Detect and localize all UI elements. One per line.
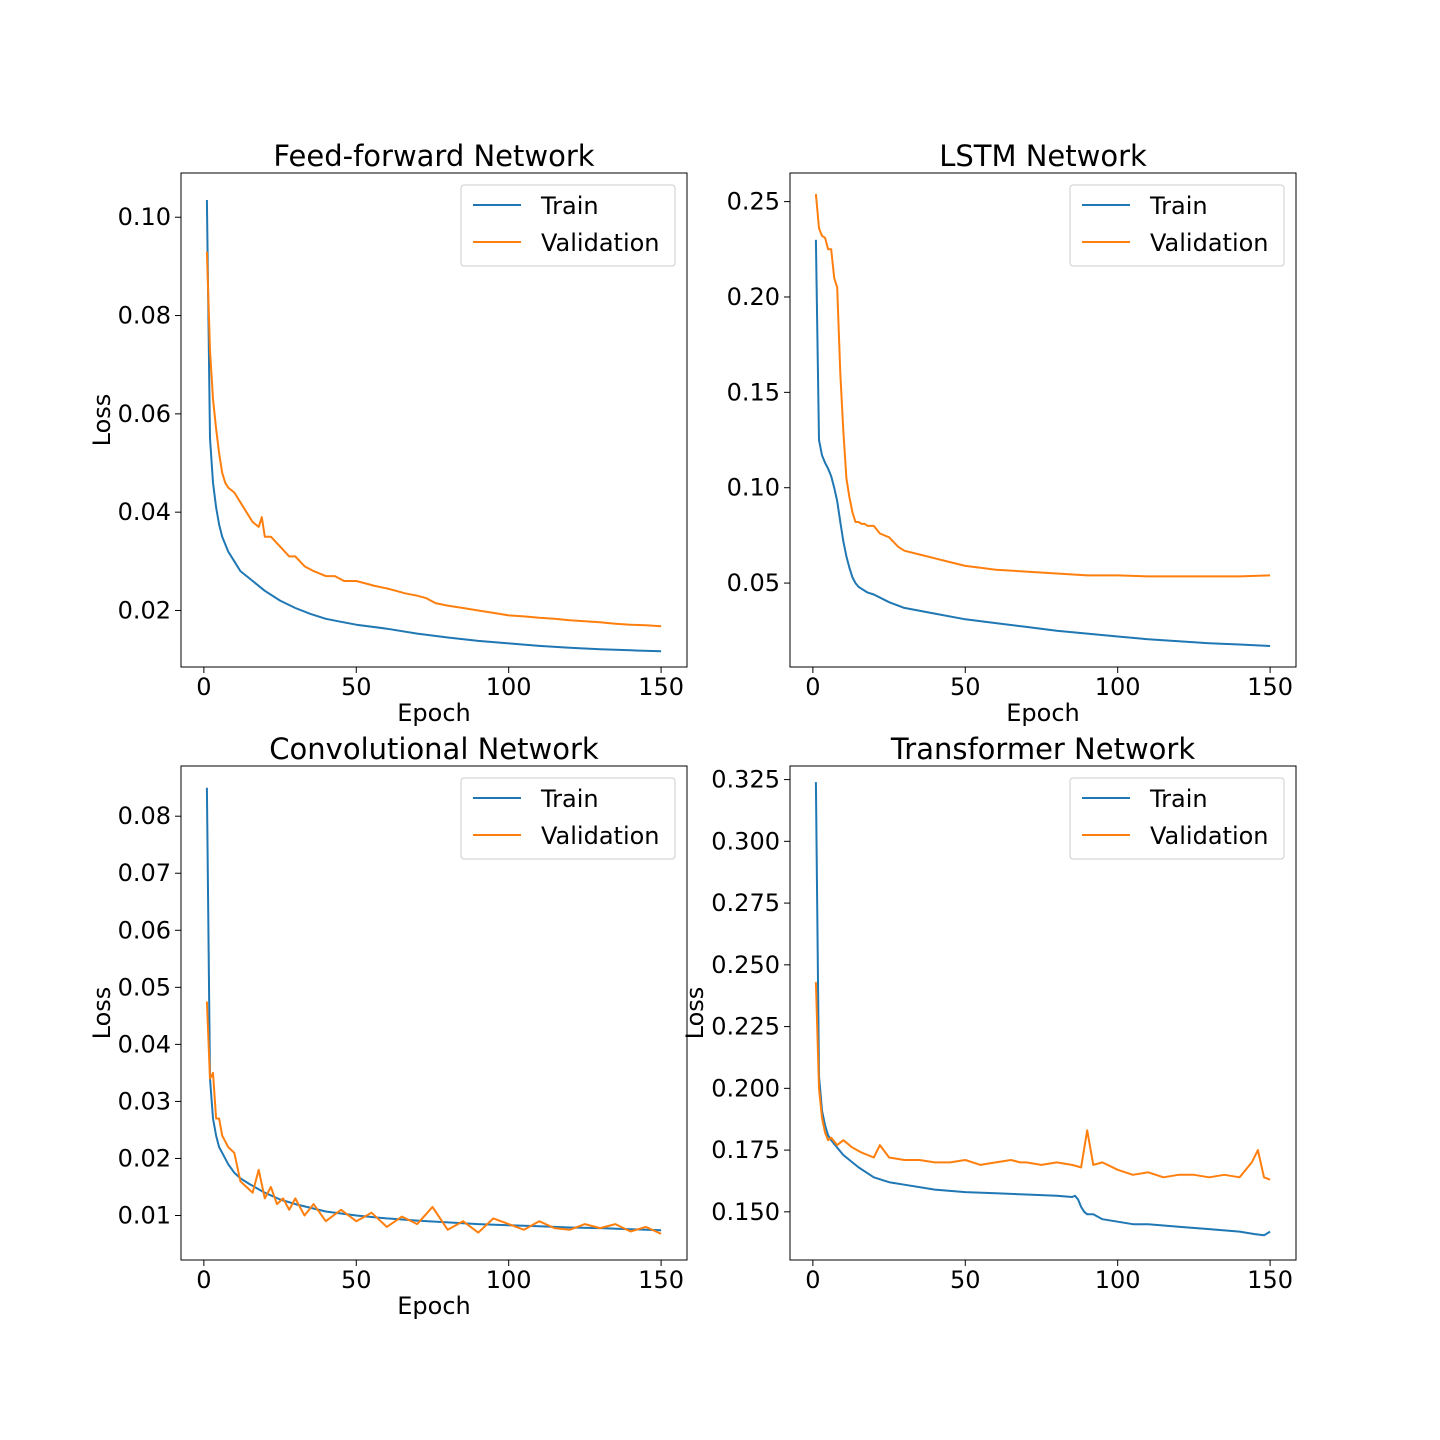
series-line-validation [205,251,662,628]
y-tick-label: 0.02 [118,596,171,624]
subplot-4: 0 50 100 150 0.150 0.175 0.200 0.225 0.250 0.275 0… [681,732,1297,1294]
legend-label: Train [1149,192,1208,220]
subplot-3: 0 50 100 150 0.01 0.02 0.03 0.04 0.05 0.06 0.07 0.0… [88,732,688,1320]
series-line-train [814,239,1271,647]
series-line-train [205,787,662,1232]
series-line-train [205,199,662,653]
subplot-title: Feed-forward Network [273,139,594,173]
y-tick-label: 0.08 [118,802,171,830]
x-tick-label: 0 [196,673,211,701]
y-axis-label: Loss [88,394,116,447]
y-tick-label: 0.06 [118,916,171,944]
y-tick-label: 0.05 [727,569,780,597]
series-line-validation [205,1001,662,1235]
y-tick-label: 0.01 [118,1202,171,1230]
x-tick-label: 150 [1247,1266,1293,1294]
x-tick-label: 150 [638,1266,684,1294]
y-tick-label: 0.15 [727,378,780,406]
x-tick-label: 50 [341,1266,372,1294]
y-tick-label: 0.08 [118,302,171,330]
y-axis-label: Loss [681,987,709,1040]
x-tick-label: 50 [950,673,981,701]
legend: Train Validation [1069,777,1285,860]
axes-frame [789,765,1297,1261]
axes-frame [180,765,688,1261]
legend-label: Validation [1150,822,1269,850]
series-line-validation [814,193,1271,578]
legend-label: Train [540,192,599,220]
legend-label: Train [540,785,599,813]
subplot-2: 0 50 100 150 0.05 0.10 0.15 0.20 0.25 LSTM Networ… [727,139,1297,727]
series-line-train [814,782,1271,1237]
x-tick-label: 100 [486,1266,532,1294]
y-tick-label: 0.225 [711,1013,780,1041]
y-tick-label: 0.04 [118,1030,171,1058]
y-tick-label: 0.325 [711,766,780,794]
axes-frame [180,172,688,668]
x-axis-label: Epoch [397,699,471,727]
y-tick-label: 0.300 [711,827,780,855]
x-tick-label: 0 [805,1266,820,1294]
y-tick-label: 0.200 [711,1074,780,1102]
x-tick-label: 150 [638,673,684,701]
x-axis-label: Epoch [1006,699,1080,727]
legend: Train Validation [1069,184,1285,267]
subplot-1: 0 50 100 150 0.02 0.04 0.06 0.08 0.10 Feed-forwar… [88,139,688,727]
subplot-title: Transformer Network [890,732,1196,766]
y-tick-label: 0.06 [118,400,171,428]
legend: Train Validation [460,184,676,267]
y-tick-label: 0.02 [118,1144,171,1172]
legend-label: Validation [541,229,660,257]
y-tick-label: 0.10 [118,203,171,231]
x-tick-label: 100 [486,673,532,701]
y-tick-label: 0.10 [727,474,780,502]
legend-label: Validation [1150,229,1269,257]
legend-label: Validation [541,822,660,850]
subplot-title: Convolutional Network [269,732,599,766]
legend: Train Validation [460,777,676,860]
x-tick-label: 150 [1247,673,1293,701]
y-tick-label: 0.25 [727,188,780,216]
x-tick-label: 50 [950,1266,981,1294]
y-tick-label: 0.20 [727,283,780,311]
y-tick-label: 0.05 [118,973,171,1001]
y-tick-label: 0.03 [118,1087,171,1115]
y-tick-label: 0.07 [118,859,171,887]
series-line-validation [814,982,1271,1181]
y-tick-label: 0.250 [711,951,780,979]
legend-label: Train [1149,785,1208,813]
x-axis-label: Epoch [397,1292,471,1320]
x-tick-label: 50 [341,673,372,701]
y-tick-label: 0.04 [118,498,171,526]
x-tick-label: 100 [1095,673,1141,701]
axes-frame [789,172,1297,668]
x-tick-label: 0 [196,1266,211,1294]
y-axis-label: Loss [88,987,116,1040]
x-tick-label: 0 [805,673,820,701]
subplot-title: LSTM Network [939,139,1147,173]
x-tick-label: 100 [1095,1266,1141,1294]
y-tick-label: 0.275 [711,889,780,917]
y-tick-label: 0.175 [711,1136,780,1164]
y-tick-label: 0.150 [711,1198,780,1226]
